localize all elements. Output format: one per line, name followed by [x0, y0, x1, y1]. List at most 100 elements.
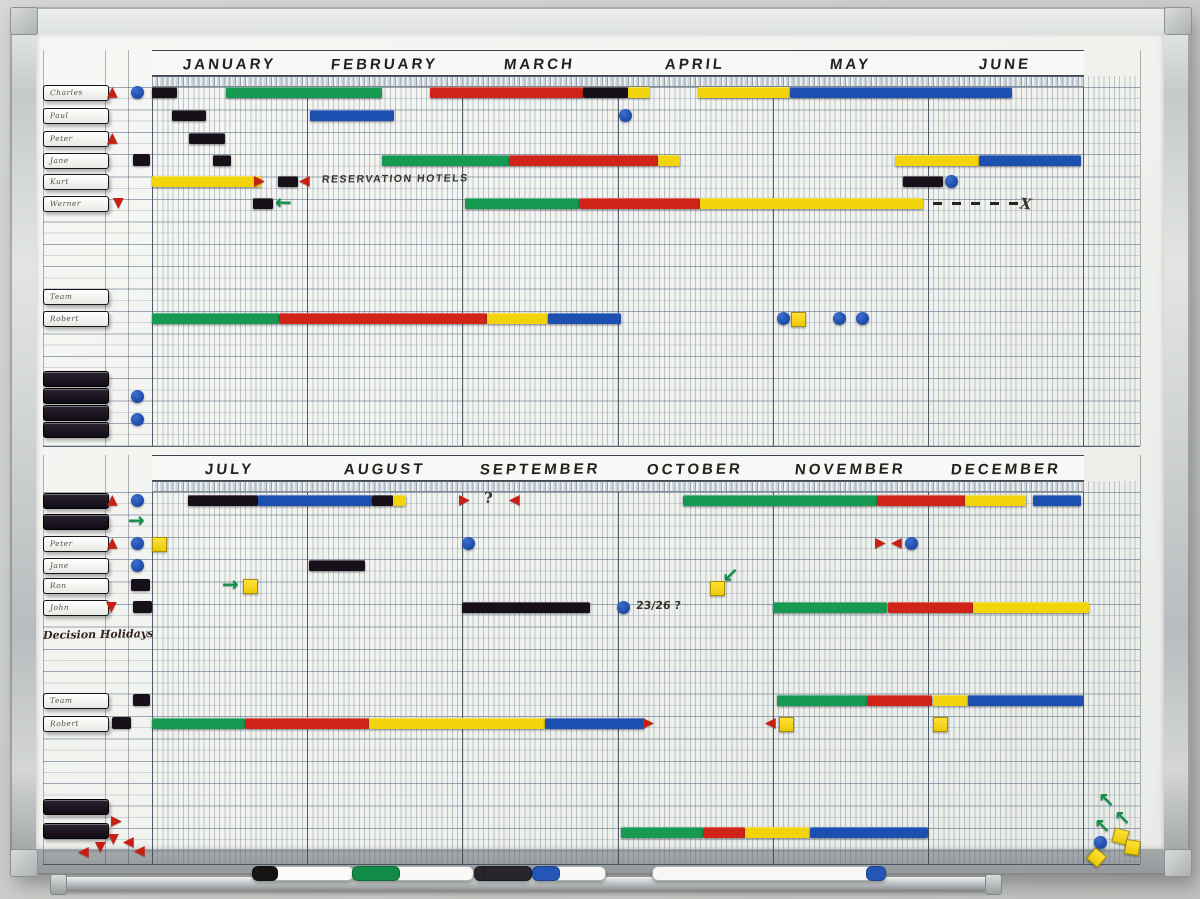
pen-cap	[252, 866, 278, 881]
bar-magnet-blue	[968, 695, 1083, 706]
frame-corner-cap	[10, 849, 38, 877]
bar-magnet-yellow	[932, 695, 969, 706]
bar-magnet-green	[381, 155, 509, 166]
black-strip-magnet	[133, 601, 152, 613]
tray-pen-0	[252, 866, 354, 881]
month-boundary-line	[307, 455, 309, 864]
month-boundary-line	[617, 455, 619, 864]
column-line	[128, 455, 129, 864]
blue-dot-magnet	[905, 537, 918, 550]
red-triangle-magnet: ▲	[107, 130, 118, 146]
yellow-square-magnet	[243, 579, 258, 594]
name-strip: Jane	[43, 153, 109, 169]
red-triangle-magnet: ▲	[107, 84, 118, 100]
bar-magnet-red	[578, 198, 700, 209]
month-header-band: JANUARY FEBRUARY MARCH APRIL MAY JUNE	[152, 50, 1084, 76]
section-bottom-line	[43, 446, 1140, 447]
yellow-square-magnet	[779, 717, 794, 732]
day-ruler	[152, 76, 1084, 87]
column-line	[43, 50, 44, 446]
bar-magnet-blue	[809, 827, 928, 838]
month-boundary-line	[772, 50, 774, 446]
black-name-strip	[43, 405, 109, 421]
black-name-strip	[43, 823, 109, 839]
green-arrow-magnet: ↖	[1098, 788, 1115, 812]
red-triangle-magnet: ▲	[107, 492, 118, 508]
name-strip: Team	[43, 693, 109, 709]
month-boundary-line	[1083, 50, 1085, 446]
red-triangle-magnet: ◀	[123, 834, 134, 850]
bar-magnet-yellow	[152, 176, 261, 187]
bar-magnet-red	[887, 602, 973, 613]
red-triangle-magnet: ▼	[108, 831, 119, 847]
black-name-strip	[43, 493, 109, 509]
bar-magnet-green	[465, 198, 579, 209]
month-boundary-line	[927, 50, 929, 446]
bar-magnet-blue	[547, 313, 621, 324]
bar-magnet-black	[903, 176, 944, 187]
month-header-band: JULY AUGUST SEPTEMBER OCTOBER NOVEMBER DECEMB…	[152, 455, 1084, 481]
bar-magnet-red	[429, 87, 584, 98]
bar-magnet-blue	[310, 110, 395, 121]
bar-magnet-red	[876, 495, 966, 506]
tray-pen-1	[352, 866, 474, 881]
bar-magnet-yellow	[628, 87, 651, 98]
red-triangle-magnet: ▼	[113, 195, 124, 211]
tray-pen-4	[652, 866, 886, 881]
green-arrow-magnet: ↙	[722, 563, 739, 587]
blue-dot-magnet	[945, 175, 958, 188]
blue-dot-magnet	[619, 109, 633, 122]
month-boundary-line	[617, 50, 619, 446]
blue-dot-magnet	[856, 312, 869, 325]
red-triangle-magnet: ◀	[765, 715, 776, 731]
red-triangle-magnet: ▶	[254, 173, 265, 189]
bar-magnet-yellow	[392, 495, 407, 506]
grid-day-lines	[152, 481, 1140, 864]
blue-dot-magnet	[131, 413, 144, 426]
blue-dot-magnet	[833, 312, 846, 325]
frame-corner-cap	[10, 7, 38, 35]
name-strip: Team	[43, 289, 109, 305]
bar-magnet-black	[308, 560, 365, 571]
black-strip-magnet	[131, 579, 150, 591]
bar-magnet-red	[245, 718, 370, 729]
pen-cap	[532, 866, 560, 881]
blue-dot-magnet	[777, 312, 790, 325]
bar-magnet-blue	[979, 155, 1082, 166]
name-strip: Robert	[43, 716, 109, 732]
bar-magnet-red	[702, 827, 745, 838]
red-triangle-magnet: ◀	[134, 843, 145, 859]
bar-magnet-red	[508, 155, 658, 166]
blue-dot-magnet	[617, 601, 630, 614]
bar-magnet-green	[620, 827, 703, 838]
black-name-strip	[43, 422, 109, 438]
black-strip-magnet	[133, 154, 150, 166]
name-strip: Kurt	[43, 174, 109, 190]
red-triangle-magnet: ▼	[95, 839, 106, 855]
red-triangle-magnet: ◀	[299, 173, 310, 189]
blue-dot-magnet	[462, 537, 475, 550]
bar-magnet-black	[372, 495, 393, 506]
bar-magnet-blue	[544, 718, 644, 729]
month-boundary-line	[152, 50, 153, 446]
red-triangle-magnet: ▶	[875, 535, 886, 551]
blue-dot-magnet	[131, 86, 144, 99]
bar-magnet-green	[682, 495, 877, 506]
red-triangle-magnet: ▼	[106, 599, 117, 615]
name-strip: Jane	[43, 558, 109, 574]
month-boundary-line	[462, 455, 464, 864]
bar-magnet-yellow	[965, 495, 1026, 506]
grid-row-lines	[43, 492, 1140, 864]
name-strip: Ron	[43, 578, 109, 594]
blue-dot-magnet	[131, 559, 144, 572]
grid-row-lines	[43, 87, 1140, 446]
month-boundary-line	[1083, 455, 1085, 864]
column-line	[128, 50, 129, 446]
black-strip-magnet	[112, 717, 131, 729]
pen-cap	[352, 866, 400, 881]
bar-magnet-black	[277, 176, 298, 187]
handwritten-dashes	[933, 202, 1019, 205]
